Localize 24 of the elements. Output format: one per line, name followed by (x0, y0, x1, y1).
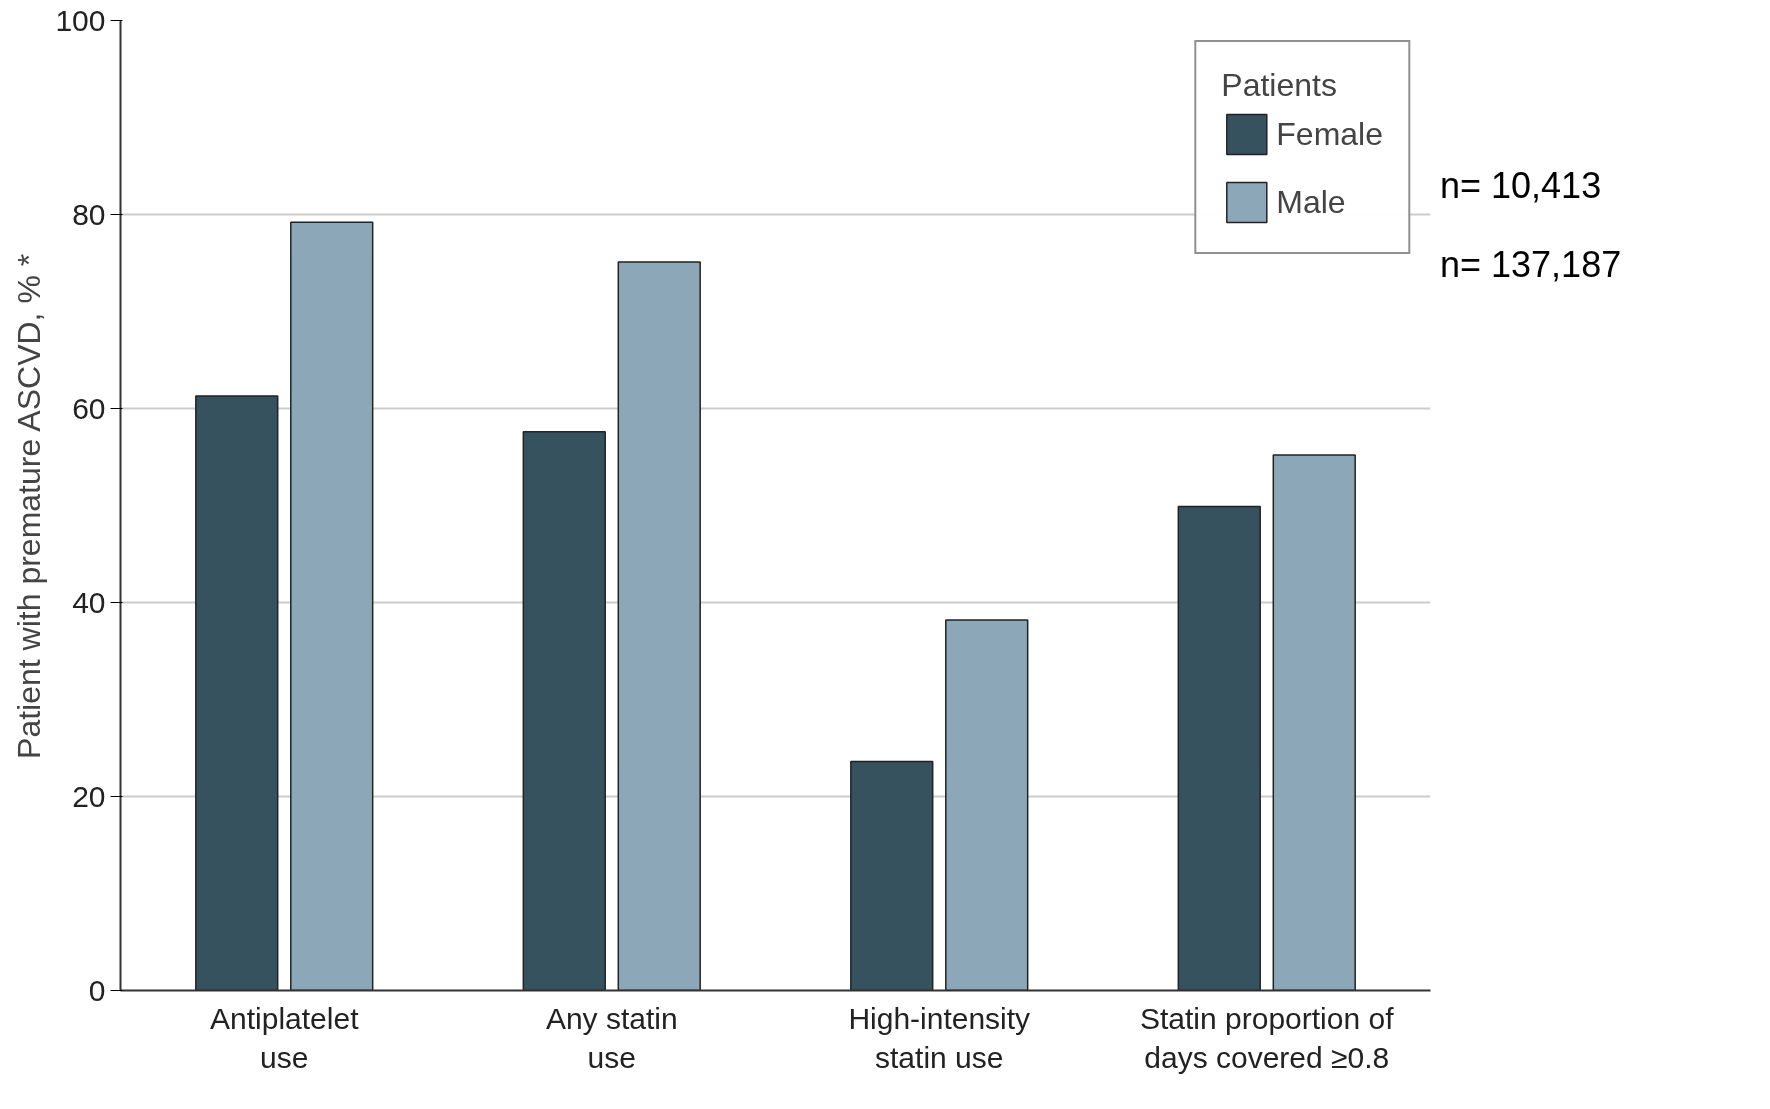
y-tick-label: 60 (72, 391, 106, 425)
y-tick-label: 100 (55, 3, 106, 37)
legend-title: Patients (1221, 67, 1338, 104)
legend-label: Male (1276, 183, 1346, 221)
y-tick-label: 20 (72, 779, 106, 813)
x-tick-label: High-intensity statin use (848, 1001, 1031, 1075)
bar (1177, 505, 1261, 991)
x-tick-label: Statin proportion of days covered ≥0.8 (1140, 1001, 1395, 1075)
bar (850, 760, 934, 991)
text: n= 137,187 (1440, 243, 1622, 288)
bar (1272, 454, 1356, 991)
y-tick-label: 80 (72, 197, 106, 231)
bar (617, 261, 701, 991)
bar (195, 395, 279, 991)
legend-label: Female (1276, 115, 1383, 153)
bar (290, 221, 374, 991)
x-tick-label: Antiplatelet use (210, 1001, 360, 1075)
text: n= 10,413 (1440, 164, 1603, 208)
y-axis-title: Patient with premature ASCVD, % * (11, 253, 48, 759)
y-tick-label: 40 (72, 585, 106, 619)
bar (522, 431, 606, 991)
bar (945, 619, 1029, 991)
x-tick-label: Any statin use (545, 1001, 678, 1075)
y-tick-label: 0 (88, 973, 106, 1007)
